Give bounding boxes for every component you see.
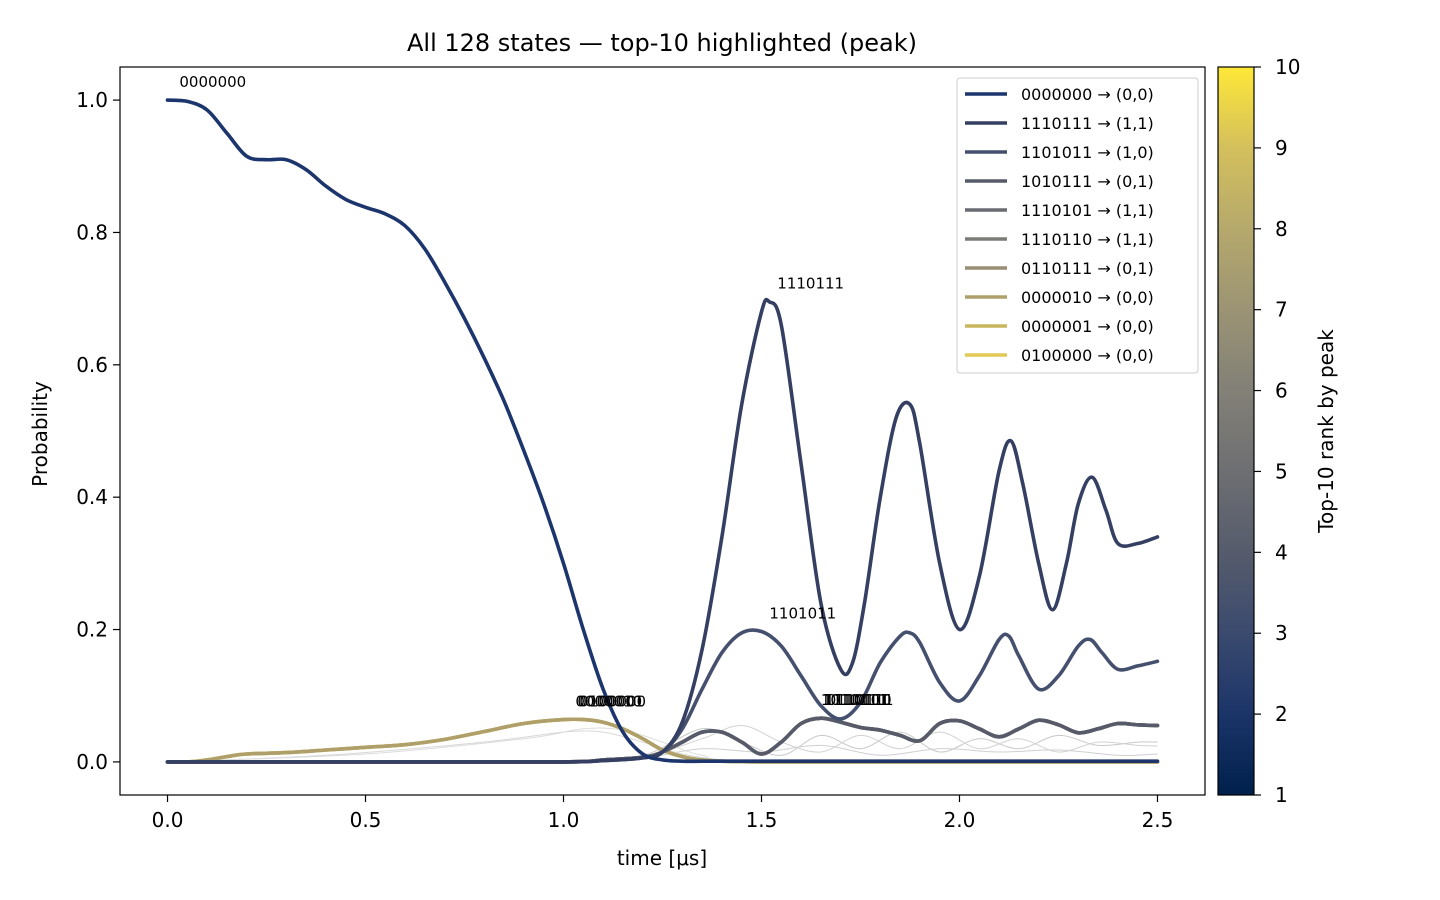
y-axis-label: Probability <box>28 381 52 487</box>
legend-box <box>956 77 1199 374</box>
legend-label-rank-2: 1110111 → (1,1) <box>1021 114 1154 133</box>
x-tick-label: 1.5 <box>746 808 778 832</box>
colorbar-tick-label: 3 <box>1275 621 1288 645</box>
y-tick-label: 1.0 <box>76 88 108 112</box>
legend-label-rank-4: 1010111 → (0,1) <box>1021 172 1154 191</box>
legend-label-rank-9: 0000001 → (0,0) <box>1021 317 1154 336</box>
x-tick-label: 2.0 <box>944 808 976 832</box>
y-axis: 0.0 0.2 0.4 0.6 0.8 1.0 <box>76 88 120 774</box>
peak-annotation-7: 1010111 <box>821 691 888 709</box>
colorbar-tick-label: 7 <box>1275 298 1288 322</box>
series-line-rank-1 <box>165 98 1160 764</box>
colorbar-tick-label: 1 <box>1275 783 1288 807</box>
legend-label-rank-8: 0000010 → (0,0) <box>1021 288 1154 307</box>
colorbar-tick-label: 9 <box>1275 136 1288 160</box>
y-tick-label: 0.8 <box>76 220 108 244</box>
peak-annotation-6: 0100000 <box>579 692 646 710</box>
y-tick-label: 0.4 <box>76 485 108 509</box>
colorbar-tick-label: 10 <box>1275 55 1300 79</box>
x-tick-label: 2.5 <box>1142 808 1174 832</box>
colorbar: 1 2 3 4 5 6 7 8 9 10 Top-10 rank by peak <box>1217 55 1338 807</box>
colorbar-tick-label: 8 <box>1275 217 1288 241</box>
colorbar-tick-label: 6 <box>1275 379 1288 403</box>
highlighted-series-lines <box>165 98 1160 764</box>
chart-title: All 128 states — top-10 highlighted (pea… <box>407 29 917 57</box>
peak-annotation-8: 1110101 <box>823 691 890 709</box>
colorbar-gradient <box>1217 66 1255 796</box>
legend-label-rank-5: 1110101 → (1,1) <box>1021 201 1154 220</box>
colorbar-tick-label: 5 <box>1275 459 1288 483</box>
x-tick-label: 0.0 <box>152 808 184 832</box>
colorbar-tick-label: 4 <box>1275 540 1288 564</box>
colorbar-label: Top-10 rank by peak <box>1314 329 1338 534</box>
x-tick-label: 1.0 <box>548 808 580 832</box>
x-axis-label: time [μs] <box>617 846 707 870</box>
peak-annotation-4: 0000010 <box>575 692 642 710</box>
peak-annotation-3: 1101011 <box>769 604 836 622</box>
legend-label-rank-1: 0000000 → (0,0) <box>1021 85 1154 104</box>
peak-annotation-9: 1110110 <box>825 691 892 709</box>
y-tick-label: 0.6 <box>76 353 108 377</box>
peak-annotations: 0000000 1110111 1101011 0000010000000101000… <box>179 73 893 710</box>
series-line-rank-2 <box>165 297 1160 764</box>
y-tick-label: 0.2 <box>76 618 108 642</box>
peak-annotation-2: 1110111 <box>777 275 844 293</box>
legend-label-rank-3: 1101011 → (1,0) <box>1021 143 1154 162</box>
legend-label-rank-7: 0110111 → (0,1) <box>1021 259 1154 278</box>
plot-frame <box>119 66 1206 796</box>
peak-annotation-10: 0110111 <box>827 691 894 709</box>
x-tick-label: 0.5 <box>350 808 382 832</box>
legend: 0000000 → (0,0) 1110111 → (1,1) 1101011 → … <box>956 77 1199 374</box>
y-tick-label: 0.0 <box>76 750 108 774</box>
peak-annotation-1: 0000000 <box>179 73 246 91</box>
legend-label-rank-10: 0100000 → (0,0) <box>1021 346 1154 365</box>
peak-annotation-5: 0000001 <box>577 692 644 710</box>
x-axis: 0.0 0.5 1.0 1.5 2.0 2.5 <box>152 795 1174 832</box>
legend-label-rank-6: 1110110 → (1,1) <box>1021 230 1154 249</box>
background-state-lines <box>167 724 1158 763</box>
colorbar-tick-label: 2 <box>1275 702 1288 726</box>
